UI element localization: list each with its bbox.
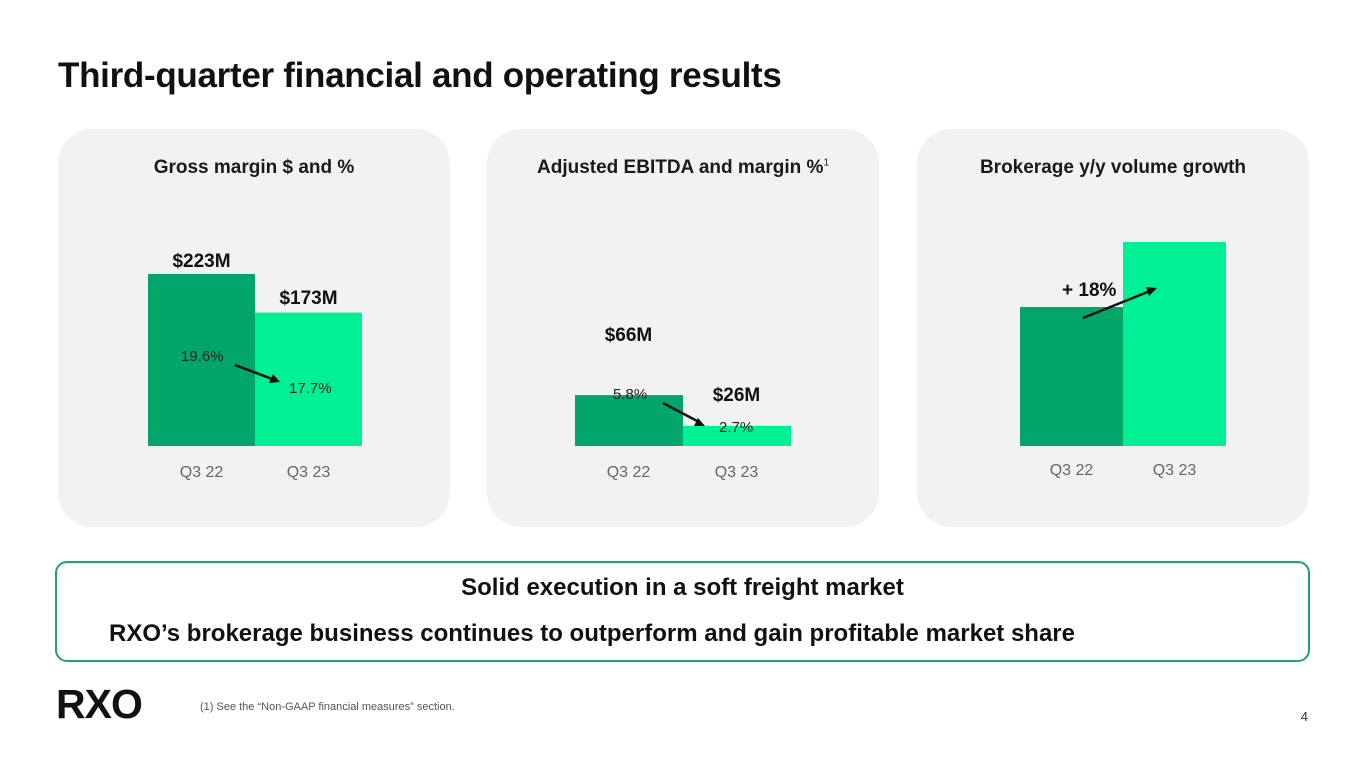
margin-change-arrow xyxy=(662,401,700,424)
brokerage-volume-chart xyxy=(1020,242,1226,446)
margin-label-q3-22: 19.6% xyxy=(181,348,224,365)
value-label-q3-23: $26M xyxy=(712,385,761,406)
bar-q3-22 xyxy=(1020,307,1123,446)
callout-headline: Solid execution in a soft freight market xyxy=(461,574,904,601)
footnote-marker: 1 xyxy=(823,157,829,169)
category-label-q3-22: Q3 22 xyxy=(179,464,224,481)
callout-body: RXO’s brokerage business continues to ou… xyxy=(109,620,1075,647)
page-number: 4 xyxy=(1300,709,1308,724)
bar-q3-23 xyxy=(683,425,791,446)
adjusted-ebitda-panel: Adjusted EBITDA and margin %1 $66M $26M … xyxy=(487,129,879,527)
category-label-q3-23: Q3 23 xyxy=(714,464,759,481)
panel-title-text: Brokerage y/y volume growth xyxy=(979,157,1247,178)
footnote: (1) See the “Non-GAAP financial measures… xyxy=(200,701,455,713)
rxo-logo: RXO xyxy=(56,681,143,727)
panel-title: Adjusted EBITDA and margin %1 xyxy=(487,157,879,179)
category-label-q3-23: Q3 23 xyxy=(286,464,331,481)
margin-label-q3-23: 2.7% xyxy=(719,419,754,436)
value-label-q3-23: $173M xyxy=(279,288,338,309)
brokerage-volume-panel: Brokerage y/y volume growth + 18% Q3 22 … xyxy=(917,129,1309,527)
category-label-q3-22: Q3 22 xyxy=(606,464,651,481)
key-takeaway-callout: Solid execution in a soft freight market… xyxy=(55,561,1310,662)
value-label-q3-22: $223M xyxy=(172,251,231,272)
panel-title: Gross margin $ and % xyxy=(58,157,450,179)
panel-title-text: Gross margin $ and % xyxy=(153,157,355,178)
growth-label: + 18% xyxy=(1062,280,1117,301)
gross-margin-panel: Gross margin $ and % $223M $173M 19.6% 1… xyxy=(58,129,450,527)
panel-title-text: Adjusted EBITDA and margin % xyxy=(537,157,824,178)
margin-label-q3-23: 17.7% xyxy=(289,380,332,397)
value-label-q3-22: $66M xyxy=(604,325,653,346)
slide-title: Third-quarter financial and operating re… xyxy=(58,56,782,95)
margin-change-arrow xyxy=(234,363,276,382)
gross-margin-chart xyxy=(148,274,362,446)
bar-q3-23 xyxy=(1123,242,1226,446)
arrow-head xyxy=(694,418,705,426)
arrow-head xyxy=(269,374,280,383)
category-label-q3-22: Q3 22 xyxy=(1049,462,1094,479)
margin-label-q3-22: 5.8% xyxy=(613,386,648,403)
arrow-head xyxy=(1146,287,1157,296)
category-label-q3-23: Q3 23 xyxy=(1152,462,1197,479)
adjusted-ebitda-chart xyxy=(575,395,791,446)
growth-arrow xyxy=(1082,289,1151,320)
bar-q3-22 xyxy=(148,274,255,446)
panel-title: Brokerage y/y volume growth xyxy=(917,157,1309,179)
